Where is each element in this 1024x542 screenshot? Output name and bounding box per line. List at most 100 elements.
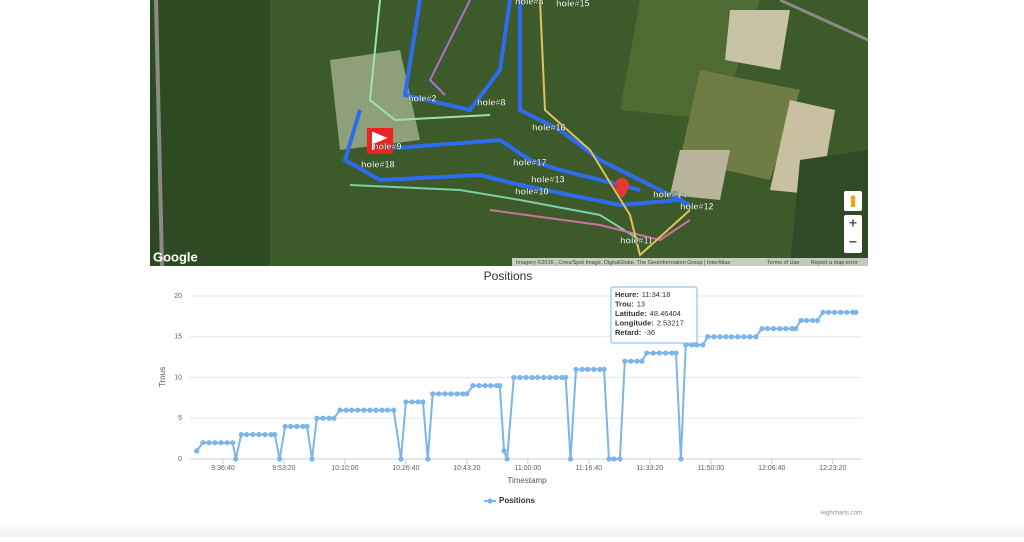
route [402,0,512,113]
data-point [591,366,597,372]
y-tick-label: 10 [174,374,182,381]
data-point [300,423,306,429]
data-point [764,326,771,332]
data-point [398,456,404,462]
data-point [391,407,397,413]
terms-link[interactable]: Terms of Use [767,260,799,266]
route [368,0,491,122]
hole-label: hole#17 [513,157,547,167]
map-pin[interactable] [615,178,629,198]
data-point [224,440,230,446]
data-point [803,317,810,324]
data-point [717,334,723,340]
tooltip-line: Trou: 13 [615,299,645,308]
data-point [272,431,278,438]
zoom-control [844,215,862,253]
hole-label: hole#9 [373,141,402,151]
series-line [195,311,856,460]
data-point [711,334,717,340]
data-point [331,415,337,421]
tooltip-line: Longitude: 2.53217 [615,318,684,327]
tooltip-value: 2.53217 [657,318,684,327]
field [670,150,730,200]
data-point [212,440,218,446]
x-tick-label: 11:16:40 [575,465,602,472]
legend-label: Positions [499,496,536,505]
hole-label: hole#16 [532,122,566,132]
data-point [523,374,529,381]
x-tick-label: 11:00:00 [514,465,541,472]
x-tick-label: 11:50:00 [697,465,724,472]
legend-item[interactable]: Positions [484,496,536,505]
data-point [529,374,535,381]
credits[interactable]: Highcharts.com [820,511,862,517]
data-point [810,317,816,324]
pegman [851,200,855,207]
data-point [504,456,510,462]
report-link[interactable]: Report a map error [811,260,858,266]
road [779,0,869,42]
route [349,184,641,241]
data-point [663,350,669,356]
chart-title: Positions [484,269,533,283]
x-tick-label: 11:33:20 [636,465,663,472]
data-point [256,431,262,438]
hole-label: hole#14 [653,189,687,199]
route [342,109,681,208]
data-point [288,423,294,429]
route [369,137,641,192]
data-point [501,448,507,454]
data-point [759,326,765,332]
tooltip-value: 11:34:18 [642,290,671,299]
data-point [617,456,623,462]
data-point [669,350,675,356]
data-point [678,456,684,462]
data-point [511,374,517,381]
route [489,209,691,242]
hole-label: hole#10 [515,186,549,196]
data-point [628,358,634,364]
data-point [825,309,832,315]
field [725,10,790,70]
y-tick-label: 20 [174,293,182,300]
data-point [454,391,460,397]
data-point [409,399,415,405]
data-point [601,366,607,372]
plot: 0 5 10 15 20 9:36:40 9:53:20 10:10:00 10:26:40 10… [174,293,862,505]
y-tick-label: 15 [174,334,182,341]
zoom-in[interactable]: + [849,215,857,231]
data-point [735,334,741,340]
data-point [309,456,315,462]
data-point [430,391,436,397]
x-tick-label: 9:36:40 [211,465,234,472]
data-point [597,366,603,372]
data-point [415,399,421,405]
zoom-out[interactable]: − [849,234,857,250]
data-point [547,374,553,381]
data-point [741,334,747,340]
data-point [464,391,470,397]
forest [150,0,270,266]
map[interactable]: Google Imagery ©2016 , Cnes/Spot Image, … [150,0,869,267]
x-axis-title: Timestamp [507,476,547,485]
y-tick-label: 5 [178,415,182,422]
data-point [644,350,650,356]
hole-label: hole#8 [477,97,506,107]
data-point [320,415,326,421]
map-attribution: Imagery ©2016 , Cnes/Spot Image, Digital… [516,259,730,266]
data-point [459,391,466,397]
data-point [853,309,859,315]
hole-label: hole#2 [408,93,437,103]
hole-label: hole#12 [680,201,714,211]
data-point [567,456,574,462]
data-point [218,440,224,446]
tooltip-key: Trou: [615,299,634,308]
data-point [673,350,679,356]
road [154,0,164,267]
pegman [850,195,856,201]
data-point [650,350,656,356]
hole-label: hole#18 [361,159,395,169]
data-point [559,374,565,381]
x-tick-label: 10:43:20 [453,465,480,472]
